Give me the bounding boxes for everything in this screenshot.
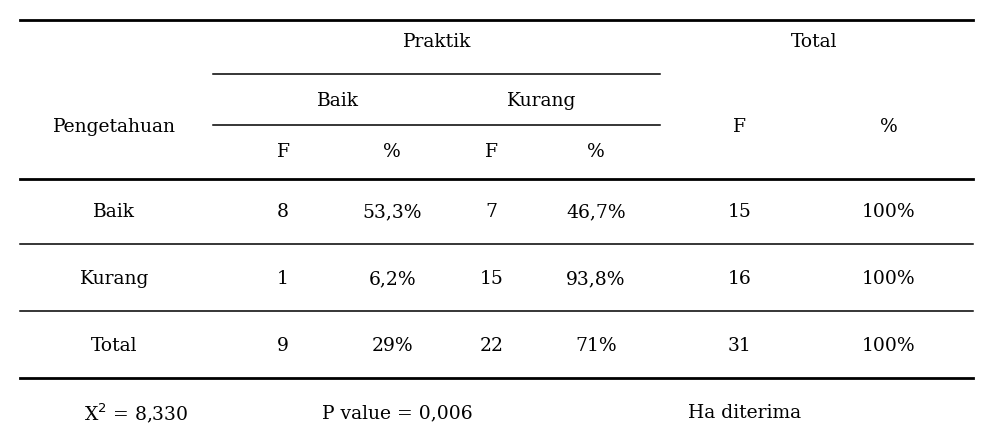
Text: 100%: 100% (862, 203, 916, 221)
Text: Total: Total (91, 337, 137, 355)
Text: Ha diterima: Ha diterima (688, 405, 801, 422)
Text: Kurang: Kurang (79, 270, 149, 288)
Text: Praktik: Praktik (403, 34, 471, 51)
Text: Baik: Baik (317, 92, 358, 110)
Text: %: % (383, 143, 401, 161)
Text: 1: 1 (277, 270, 289, 288)
Text: 15: 15 (480, 270, 503, 288)
Text: Kurang: Kurang (506, 92, 576, 110)
Text: 29%: 29% (371, 337, 413, 355)
Text: X$^2$ = 8,330: X$^2$ = 8,330 (84, 401, 189, 426)
Text: %: % (880, 118, 898, 136)
Text: 46,7%: 46,7% (566, 203, 626, 221)
Text: 16: 16 (728, 270, 752, 288)
Text: %: % (587, 143, 605, 161)
Text: 93,8%: 93,8% (566, 270, 626, 288)
Text: 31: 31 (728, 337, 752, 355)
Text: P value = 0,006: P value = 0,006 (322, 405, 473, 422)
Text: F: F (485, 143, 498, 161)
Text: 100%: 100% (862, 270, 916, 288)
Text: 100%: 100% (862, 337, 916, 355)
Text: 8: 8 (277, 203, 289, 221)
Text: 53,3%: 53,3% (362, 203, 422, 221)
Text: 71%: 71% (575, 337, 617, 355)
Text: F: F (276, 143, 290, 161)
Text: F: F (733, 118, 747, 136)
Text: Baik: Baik (93, 203, 135, 221)
Text: Pengetahuan: Pengetahuan (53, 118, 176, 136)
Text: 9: 9 (277, 337, 289, 355)
Text: 15: 15 (728, 203, 752, 221)
Text: 6,2%: 6,2% (368, 270, 416, 288)
Text: 22: 22 (480, 337, 503, 355)
Text: Total: Total (791, 34, 837, 51)
Text: 7: 7 (486, 203, 497, 221)
